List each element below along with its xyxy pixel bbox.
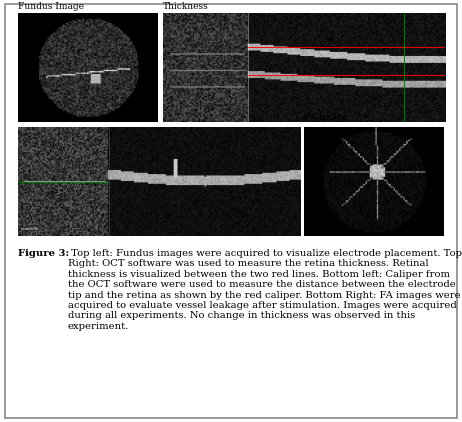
- Text: Top left: Fundus images were acquired to visualize electrode placement. Top Righ: Top left: Fundus images were acquired to…: [68, 249, 462, 331]
- Text: Thickness: Thickness: [163, 2, 209, 11]
- Text: Fundus Image: Fundus Image: [18, 2, 85, 11]
- Text: Distance: Distance: [18, 114, 59, 122]
- Text: scale info: scale info: [21, 227, 38, 231]
- Text: Figure 3:: Figure 3:: [18, 249, 70, 258]
- Text: FA Image: FA Image: [304, 114, 347, 122]
